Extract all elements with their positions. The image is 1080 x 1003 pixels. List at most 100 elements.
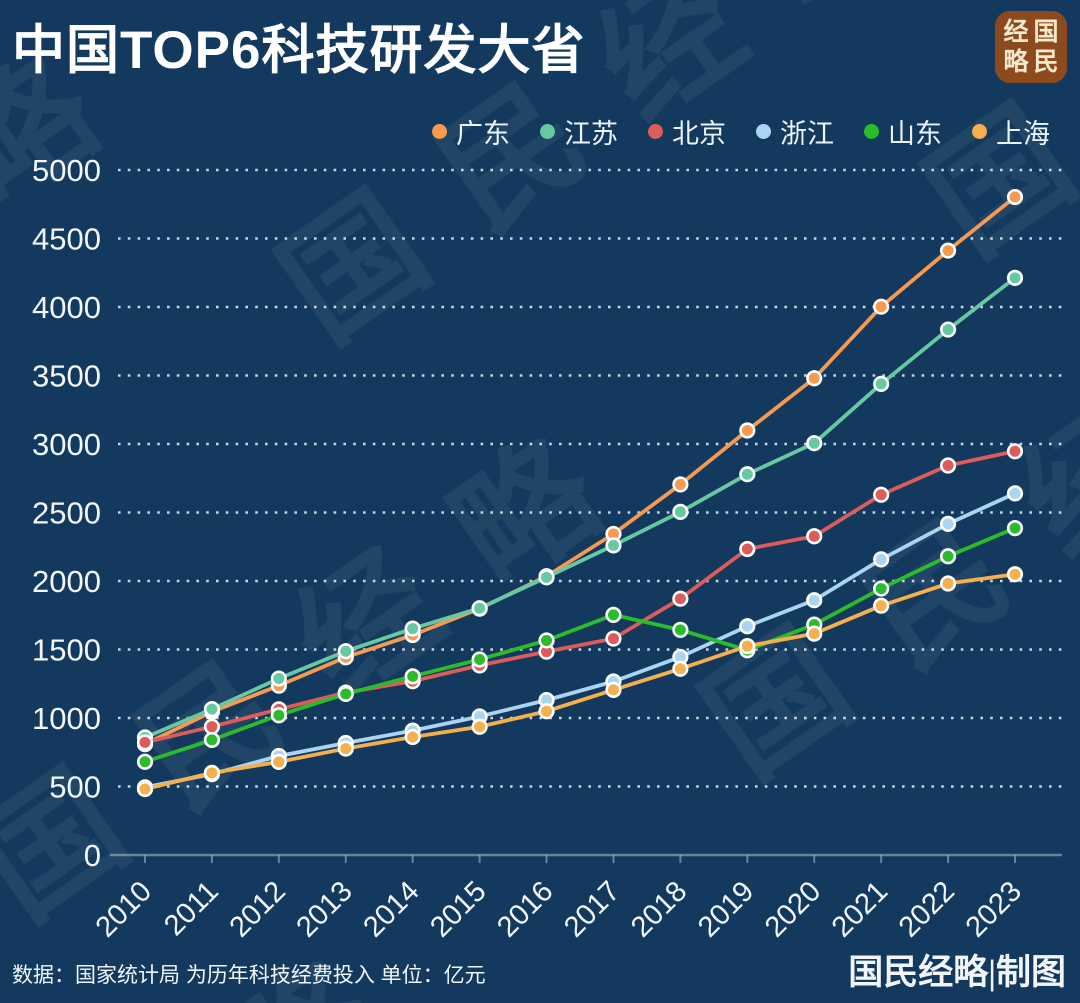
data-point	[873, 551, 890, 568]
data-point	[939, 575, 957, 592]
x-axis-label: 2012	[224, 875, 292, 943]
x-axis-label: 2011	[158, 875, 225, 942]
data-point	[136, 753, 154, 770]
data-point	[471, 651, 488, 668]
logo-char: 略	[1003, 48, 1029, 76]
legend-label: 北京	[672, 119, 726, 149]
legend-item: 北京	[648, 112, 726, 151]
data-point	[873, 298, 890, 315]
data-point	[739, 540, 756, 558]
legend-dot-icon	[756, 124, 771, 139]
series-line-浙江	[143, 491, 1017, 790]
x-axis-label: 2020	[759, 875, 827, 943]
data-point	[404, 620, 421, 637]
y-axis-label: 1000	[32, 701, 101, 736]
data-point	[672, 503, 689, 520]
data-point	[203, 700, 221, 718]
data-point	[605, 630, 622, 647]
data-point	[1006, 443, 1024, 460]
logo-char: 民	[1033, 48, 1059, 76]
legend-dot-icon	[864, 124, 879, 139]
data-point	[270, 670, 287, 687]
data-point	[270, 707, 287, 724]
data-point	[1006, 269, 1024, 286]
legend-dot-icon	[648, 124, 663, 139]
data-point	[739, 422, 756, 439]
chart-legend: 广东 江苏 北京 浙江 山东 上海	[432, 112, 1050, 151]
series-line-山东	[143, 526, 1017, 764]
y-axis-label: 2000	[32, 564, 101, 599]
y-axis-label: 2500	[32, 496, 101, 531]
series-line-上海	[143, 572, 1017, 791]
y-axis-label: 4000	[32, 290, 101, 325]
x-axis-label: 2018	[625, 875, 693, 943]
legend-label: 山东	[888, 119, 942, 149]
data-point	[873, 375, 890, 393]
x-axis-label: 2013	[290, 875, 358, 943]
data-point	[806, 625, 823, 642]
x-axis-label: 2010	[90, 875, 158, 943]
legend-item: 上海	[972, 112, 1050, 151]
x-axis-label: 2021	[826, 875, 894, 943]
data-point	[1006, 566, 1024, 583]
data-point	[203, 718, 221, 735]
x-axis-label: 2019	[692, 875, 760, 943]
data-point	[538, 703, 555, 720]
data-point	[136, 780, 154, 798]
logo-char: 国	[1033, 18, 1059, 46]
brand-logo-icon: 经 国 略 民	[995, 11, 1067, 83]
credit-signature: 国民经略|制图	[848, 953, 1066, 992]
legend-dot-icon	[972, 124, 987, 139]
data-point	[806, 435, 823, 452]
data-point	[471, 600, 488, 617]
data-point	[404, 668, 421, 685]
data-point	[672, 476, 689, 493]
data-point	[203, 764, 221, 781]
y-axis-label: 500	[49, 770, 101, 805]
x-axis-label: 2017	[558, 875, 626, 943]
data-point	[739, 638, 756, 655]
data-point	[203, 731, 221, 749]
series-line-广东	[143, 195, 1017, 747]
data-point	[1006, 485, 1024, 502]
x-axis-label: 2016	[491, 875, 559, 943]
data-point	[1006, 520, 1024, 537]
y-axis-label: 5000	[32, 153, 101, 188]
data-point	[538, 569, 555, 586]
data-point	[605, 606, 622, 623]
data-point	[672, 621, 689, 638]
data-point	[939, 515, 957, 532]
legend-label: 广东	[456, 119, 510, 149]
legend-item: 浙江	[756, 112, 834, 151]
data-point	[337, 643, 354, 660]
data-point	[404, 728, 421, 746]
data-point	[873, 597, 890, 614]
legend-label: 上海	[996, 119, 1050, 149]
data-point	[739, 618, 756, 635]
series-line-江苏	[143, 275, 1017, 740]
data-point	[939, 242, 957, 259]
series-line-北京	[143, 449, 1017, 745]
data-point	[270, 753, 287, 771]
data-point	[1006, 188, 1024, 206]
legend-item: 广东	[432, 112, 510, 151]
data-point	[605, 681, 622, 698]
data-point	[337, 740, 354, 757]
data-point	[806, 592, 823, 609]
logo-char: 经	[1003, 18, 1029, 46]
x-axis-label: 2014	[357, 875, 425, 943]
data-point	[337, 685, 354, 703]
data-point	[739, 466, 756, 483]
y-axis-label: 0	[84, 838, 101, 873]
legend-item: 江苏	[540, 112, 618, 151]
data-point	[806, 528, 823, 545]
data-point	[136, 734, 154, 751]
data-point	[672, 660, 689, 677]
data-point	[471, 718, 488, 735]
y-axis-label: 4500	[32, 222, 101, 257]
data-point	[939, 321, 957, 338]
data-point	[538, 632, 555, 649]
legend-label: 浙江	[780, 119, 834, 149]
data-point	[939, 457, 957, 474]
